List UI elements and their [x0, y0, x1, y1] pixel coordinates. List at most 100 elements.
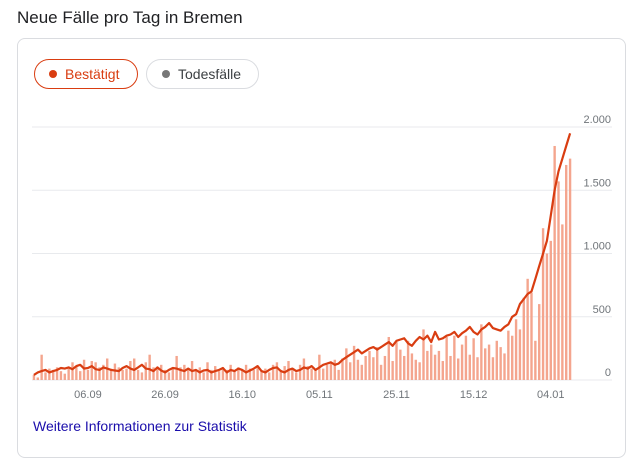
bar: [491, 357, 495, 380]
bar: [217, 371, 221, 380]
bar: [109, 368, 113, 380]
bar: [511, 335, 514, 380]
bar: [55, 367, 59, 380]
bar: [322, 368, 325, 380]
bar: [349, 362, 352, 380]
bar: [503, 353, 506, 380]
bar: [561, 224, 564, 380]
bar: [356, 359, 360, 380]
chip-deaths-label: Todesfälle: [178, 66, 242, 82]
bar: [441, 361, 444, 380]
bar: [518, 329, 522, 380]
bar: [310, 368, 313, 380]
bar: [487, 344, 491, 380]
page-title: Neue Fälle pro Tag in Bremen: [17, 8, 243, 27]
cases-chart: 2.000 1.500 1.000 500 0 06.09 26.09 16.10 05.11 2…: [32, 114, 612, 401]
bar: [279, 369, 282, 380]
bar: [437, 350, 441, 380]
bar: [117, 367, 120, 380]
bar: [449, 355, 452, 380]
bar: [67, 368, 70, 380]
bar: [352, 345, 356, 380]
bar: [90, 361, 93, 380]
bar: [214, 366, 217, 380]
bar: [460, 344, 464, 380]
bar: [198, 367, 201, 380]
bar: [549, 240, 552, 380]
bar: [148, 354, 151, 380]
bar: [507, 330, 510, 380]
bar: [129, 361, 132, 380]
bar: [325, 364, 329, 380]
bar: [210, 369, 213, 380]
bar: [391, 361, 394, 380]
x-tick-label: 25.11: [383, 389, 410, 401]
bar: [32, 374, 36, 380]
bar: [530, 292, 533, 380]
bar: [171, 368, 174, 380]
bar: [364, 355, 367, 380]
bar: [418, 362, 421, 380]
bar: [248, 368, 252, 380]
bar: [241, 369, 244, 380]
bar: [422, 329, 425, 380]
bar: [48, 368, 51, 380]
deaths-dot-icon: [162, 70, 170, 78]
bar: [252, 369, 255, 380]
chip-confirmed-label: Bestätigt: [65, 66, 120, 82]
bar: [514, 319, 518, 380]
bar: [568, 158, 572, 380]
bar: [136, 369, 140, 380]
bar: [341, 358, 344, 380]
bar: [264, 368, 267, 380]
bar: [522, 297, 525, 380]
y-tick-label: 0: [605, 367, 611, 379]
bar: [187, 369, 190, 380]
bar: [538, 304, 541, 380]
bar: [329, 363, 333, 380]
more-info-link[interactable]: Weitere Informationen zur Statistik: [33, 418, 247, 434]
bar: [156, 368, 159, 380]
bar: [194, 371, 198, 380]
y-tick-label: 1.500: [583, 177, 611, 189]
x-tick-label: 26.09: [151, 389, 179, 401]
bar: [63, 373, 66, 380]
bar: [541, 228, 545, 380]
bar: [345, 348, 348, 380]
y-tick-label: 2.000: [583, 114, 611, 126]
bar: [476, 357, 479, 380]
bar: [275, 362, 279, 380]
bar: [410, 353, 414, 380]
bar: [387, 336, 390, 380]
bar: [395, 342, 398, 380]
bar: [472, 338, 475, 380]
bar: [167, 372, 171, 380]
bar: [445, 336, 448, 380]
bar: [233, 371, 236, 380]
bar: [302, 358, 306, 380]
bar: [376, 347, 379, 380]
bar: [79, 371, 82, 380]
bar: [75, 366, 78, 380]
bar: [430, 344, 433, 380]
confirmed-dot-icon: [49, 70, 57, 78]
bar: [368, 350, 371, 380]
bar: [98, 367, 101, 380]
bar: [453, 335, 456, 380]
bar: [94, 362, 97, 380]
y-tick-label: 1.000: [583, 241, 611, 253]
bar: [414, 359, 417, 380]
bar: [333, 359, 336, 380]
y-tick-label: 500: [593, 304, 611, 316]
bar: [36, 377, 39, 380]
bar: [237, 367, 240, 380]
chip-deaths[interactable]: Todesfälle: [146, 59, 259, 89]
x-tick-label: 15.12: [460, 389, 488, 401]
bar: [179, 367, 182, 380]
chip-confirmed[interactable]: Bestätigt: [34, 59, 138, 89]
bar: [40, 354, 43, 380]
average-line: [33, 132, 572, 376]
bar: [298, 364, 302, 380]
bar: [260, 371, 263, 380]
bar: [295, 372, 298, 380]
